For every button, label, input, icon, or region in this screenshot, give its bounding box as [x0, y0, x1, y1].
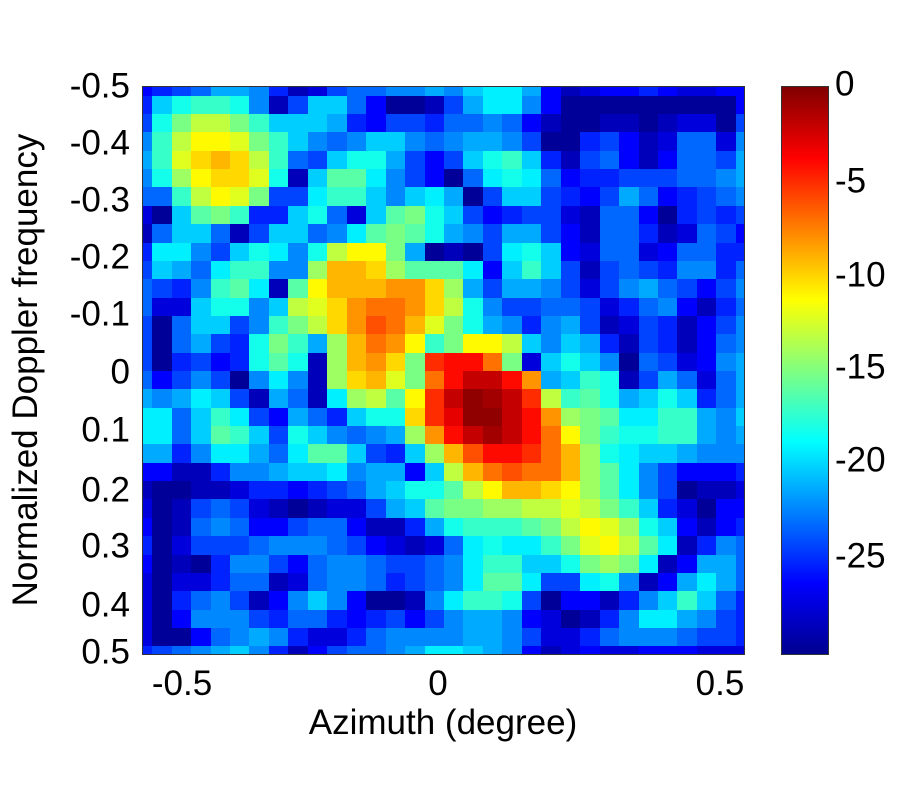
colorbar-tick-label: -20: [835, 440, 886, 480]
y-tick-label: -0.3: [69, 180, 130, 220]
heatmap-plot-area: [142, 86, 745, 655]
y-tick-label: 0: [110, 352, 130, 392]
y-tick-label: -0.2: [69, 237, 130, 277]
y-tick-label: 0.3: [81, 526, 130, 566]
y-tick-label: -0.4: [69, 123, 130, 163]
x-axis-label: Azimuth (degree): [308, 703, 578, 742]
x-tick-label: -0.5: [151, 664, 213, 703]
y-tick-label: 0.2: [81, 470, 130, 510]
y-tick-label: 0.4: [81, 585, 130, 625]
y-tick-label: 0.1: [81, 410, 130, 450]
x-tick-label: 0: [428, 664, 448, 703]
y-tick-label: -0.1: [69, 294, 130, 334]
x-tick-label: 0.5: [695, 664, 745, 703]
y-tick-label: 0.5: [81, 632, 130, 672]
colorbar-tick-label: -10: [835, 255, 886, 295]
colorbar-tick-label: -5: [835, 161, 867, 201]
heatmap-canvas: [143, 87, 744, 654]
y-axis-label: Normalized Doppler frequency: [6, 133, 45, 607]
colorbar-tick-label: 0: [835, 64, 855, 104]
colorbar-tick-label: -15: [835, 347, 886, 387]
y-tick-label: -0.5: [69, 66, 130, 106]
colorbar-tick-label: -25: [835, 536, 886, 576]
colorbar: [781, 86, 829, 655]
